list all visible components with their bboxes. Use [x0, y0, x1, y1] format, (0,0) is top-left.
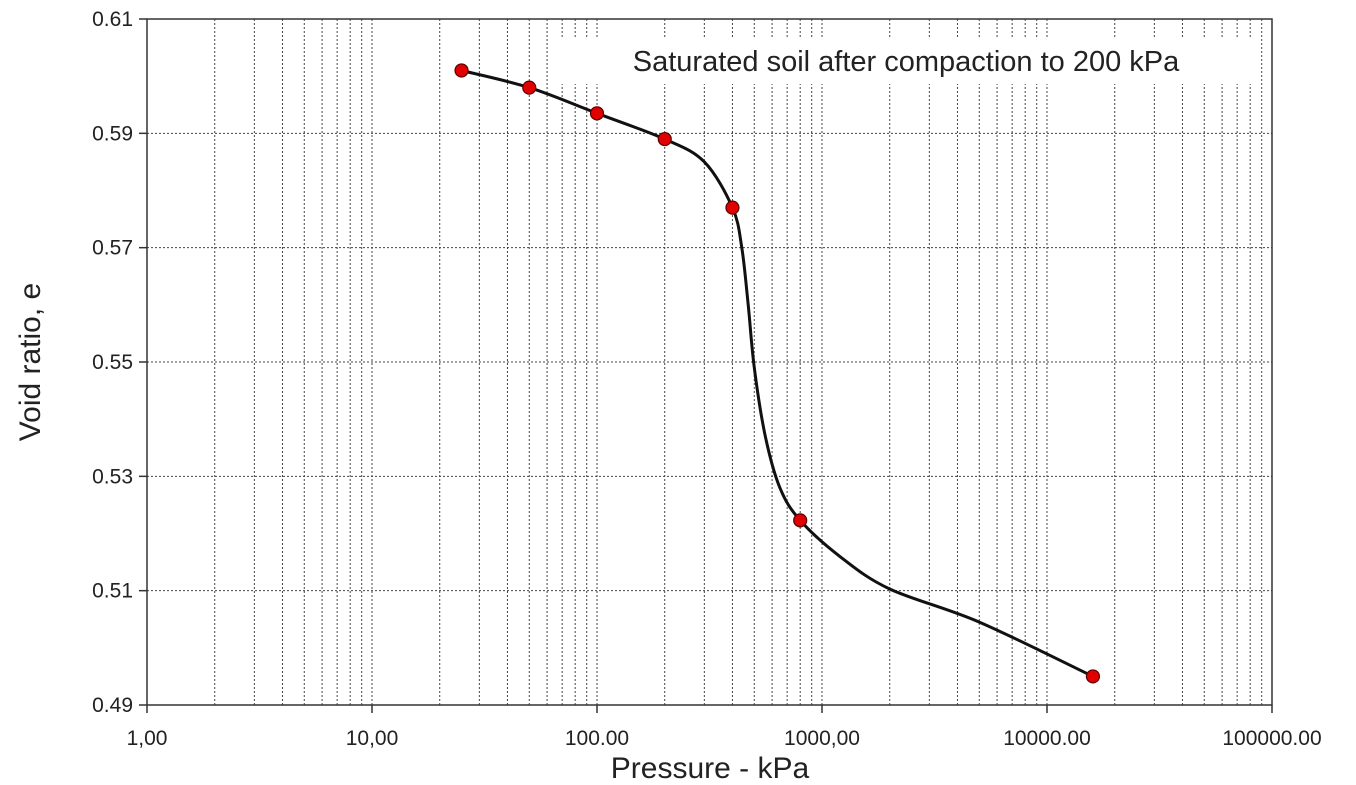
y-tick-label: 0.61 — [92, 8, 133, 31]
data-point — [793, 513, 808, 528]
data-point — [454, 63, 469, 78]
x-tick-label: 10,00 — [346, 727, 399, 750]
data-point — [657, 131, 672, 147]
y-axis: 0.49 0.51 0.53 0.55 0.57 0.59 0.61 — [92, 8, 147, 717]
x-tick-label: 1000,00 — [784, 727, 860, 750]
y-tick-label: 0.51 — [92, 580, 133, 603]
y-tick-label: 0.49 — [92, 694, 133, 717]
series-markers — [454, 63, 1101, 684]
y-tick-label: 0.53 — [92, 465, 133, 488]
x-axis: 1,00 10,00 100.00 1000,00 10000.00 100000.00 — [127, 705, 1322, 750]
annotation-text: Saturated soil after compaction to 200 k… — [633, 46, 1180, 78]
series-line — [461, 69, 1094, 678]
annotation-background — [556, 38, 1256, 84]
y-tick-label: 0.55 — [92, 351, 133, 374]
x-tick-label: 100.00 — [565, 727, 629, 750]
y-axis-title: Void ratio, e — [14, 283, 47, 441]
x-tick-label: 100000.00 — [1222, 727, 1321, 750]
annotation: Saturated soil after compaction to 200 k… — [556, 38, 1256, 84]
data-point — [1085, 669, 1101, 684]
x-tick-label: 10000.00 — [1003, 727, 1091, 750]
grid — [147, 18, 1272, 706]
y-tick-label: 0.59 — [92, 122, 133, 145]
y-tick-label: 0.57 — [92, 237, 133, 260]
x-axis-title: Pressure - kPa — [611, 752, 810, 785]
x-tick-label: 1,00 — [127, 727, 168, 750]
data-point — [522, 80, 537, 95]
data-point — [725, 200, 740, 215]
data-point — [589, 106, 605, 121]
